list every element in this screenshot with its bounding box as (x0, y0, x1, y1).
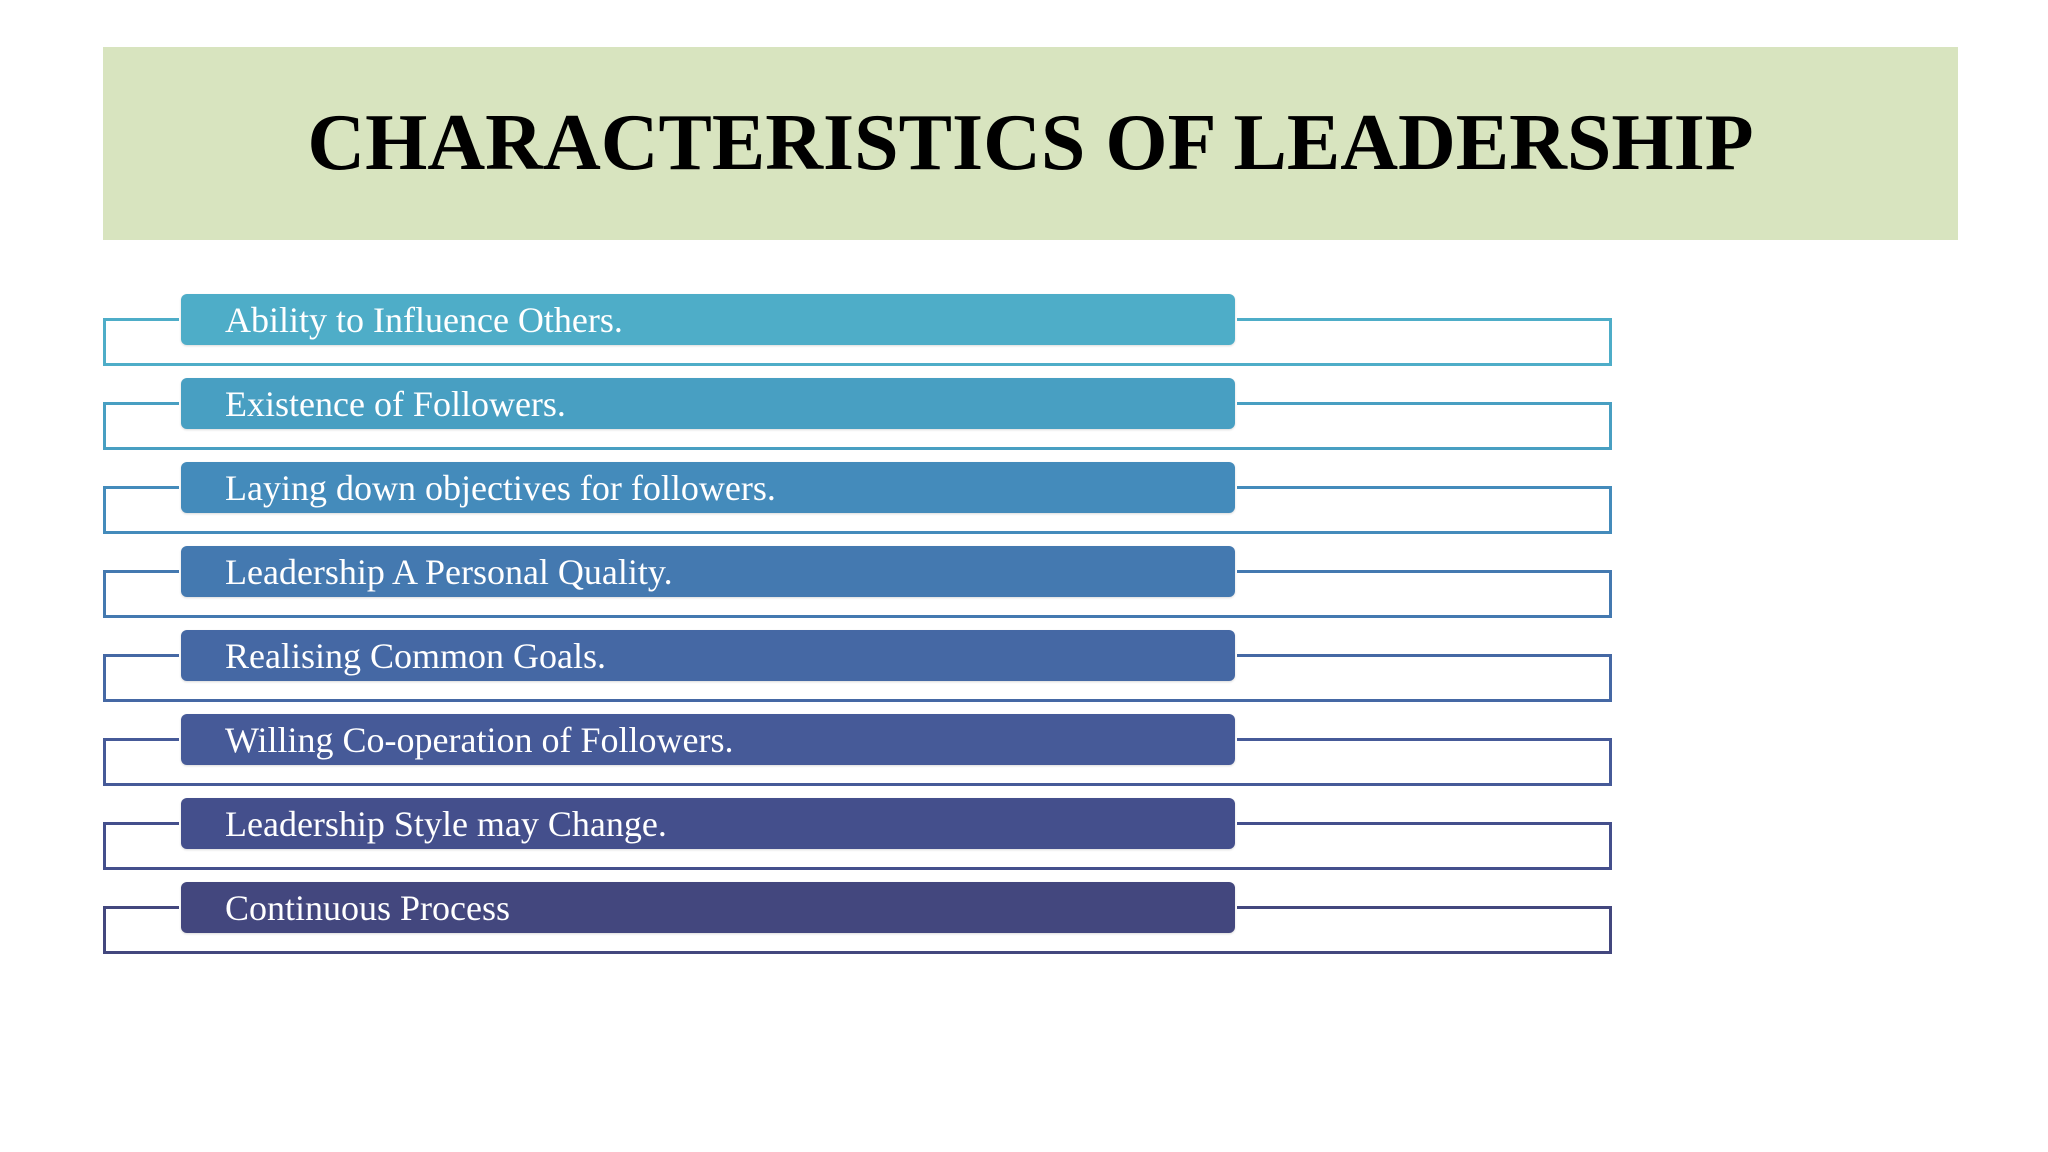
item-frame (103, 318, 1612, 366)
item-frame-top-right (1237, 654, 1612, 657)
list-item: Willing Co-operation of Followers. (0, 714, 2048, 794)
item-frame (103, 906, 1612, 954)
item-frame-top-right (1237, 318, 1612, 321)
item-pill: Leadership Style may Change. (181, 798, 1235, 849)
item-label: Continuous Process (225, 887, 511, 928)
item-frame (103, 402, 1612, 450)
item-label: Leadership A Personal Quality. (225, 551, 673, 592)
item-pill: Laying down objectives for followers. (181, 462, 1235, 513)
item-label: Laying down objectives for followers. (225, 467, 776, 508)
item-pill: Willing Co-operation of Followers. (181, 714, 1235, 765)
list-item: Realising Common Goals. (0, 630, 2048, 710)
title-banner: CHARACTERISTICS OF LEADERSHIP (103, 47, 1958, 240)
item-frame-top-left (103, 654, 179, 657)
list-item: Continuous Process (0, 882, 2048, 962)
item-frame-top-left (103, 318, 179, 321)
item-frame-top-left (103, 486, 179, 489)
item-frame-top-right (1237, 822, 1612, 825)
list-item: Ability to Influence Others. (0, 294, 2048, 374)
list-item: Existence of Followers. (0, 378, 2048, 458)
item-frame (103, 486, 1612, 534)
item-frame-top-right (1237, 570, 1612, 573)
item-label: Realising Common Goals. (225, 635, 606, 676)
item-frame-top-right (1237, 402, 1612, 405)
item-frame (103, 738, 1612, 786)
item-pill: Leadership A Personal Quality. (181, 546, 1235, 597)
item-frame-top-right (1237, 906, 1612, 909)
item-frame-top-left (103, 570, 179, 573)
item-pill: Realising Common Goals. (181, 630, 1235, 681)
item-pill: Existence of Followers. (181, 378, 1235, 429)
item-frame (103, 570, 1612, 618)
item-frame-top-left (103, 738, 179, 741)
item-frame-top-right (1237, 486, 1612, 489)
list-item: Leadership A Personal Quality. (0, 546, 2048, 626)
item-label: Ability to Influence Others. (225, 299, 623, 340)
list-item: Leadership Style may Change. (0, 798, 2048, 878)
item-frame-top-left (103, 402, 179, 405)
item-frame (103, 822, 1612, 870)
item-label: Leadership Style may Change. (225, 803, 667, 844)
item-label: Willing Co-operation of Followers. (225, 719, 734, 760)
list-item: Laying down objectives for followers. (0, 462, 2048, 542)
item-frame-top-left (103, 906, 179, 909)
item-frame (103, 654, 1612, 702)
item-frame-top-right (1237, 738, 1612, 741)
item-pill: Ability to Influence Others. (181, 294, 1235, 345)
slide-title: CHARACTERISTICS OF LEADERSHIP (307, 99, 1754, 187)
item-pill: Continuous Process (181, 882, 1235, 933)
item-label: Existence of Followers. (225, 383, 566, 424)
item-frame-top-left (103, 822, 179, 825)
